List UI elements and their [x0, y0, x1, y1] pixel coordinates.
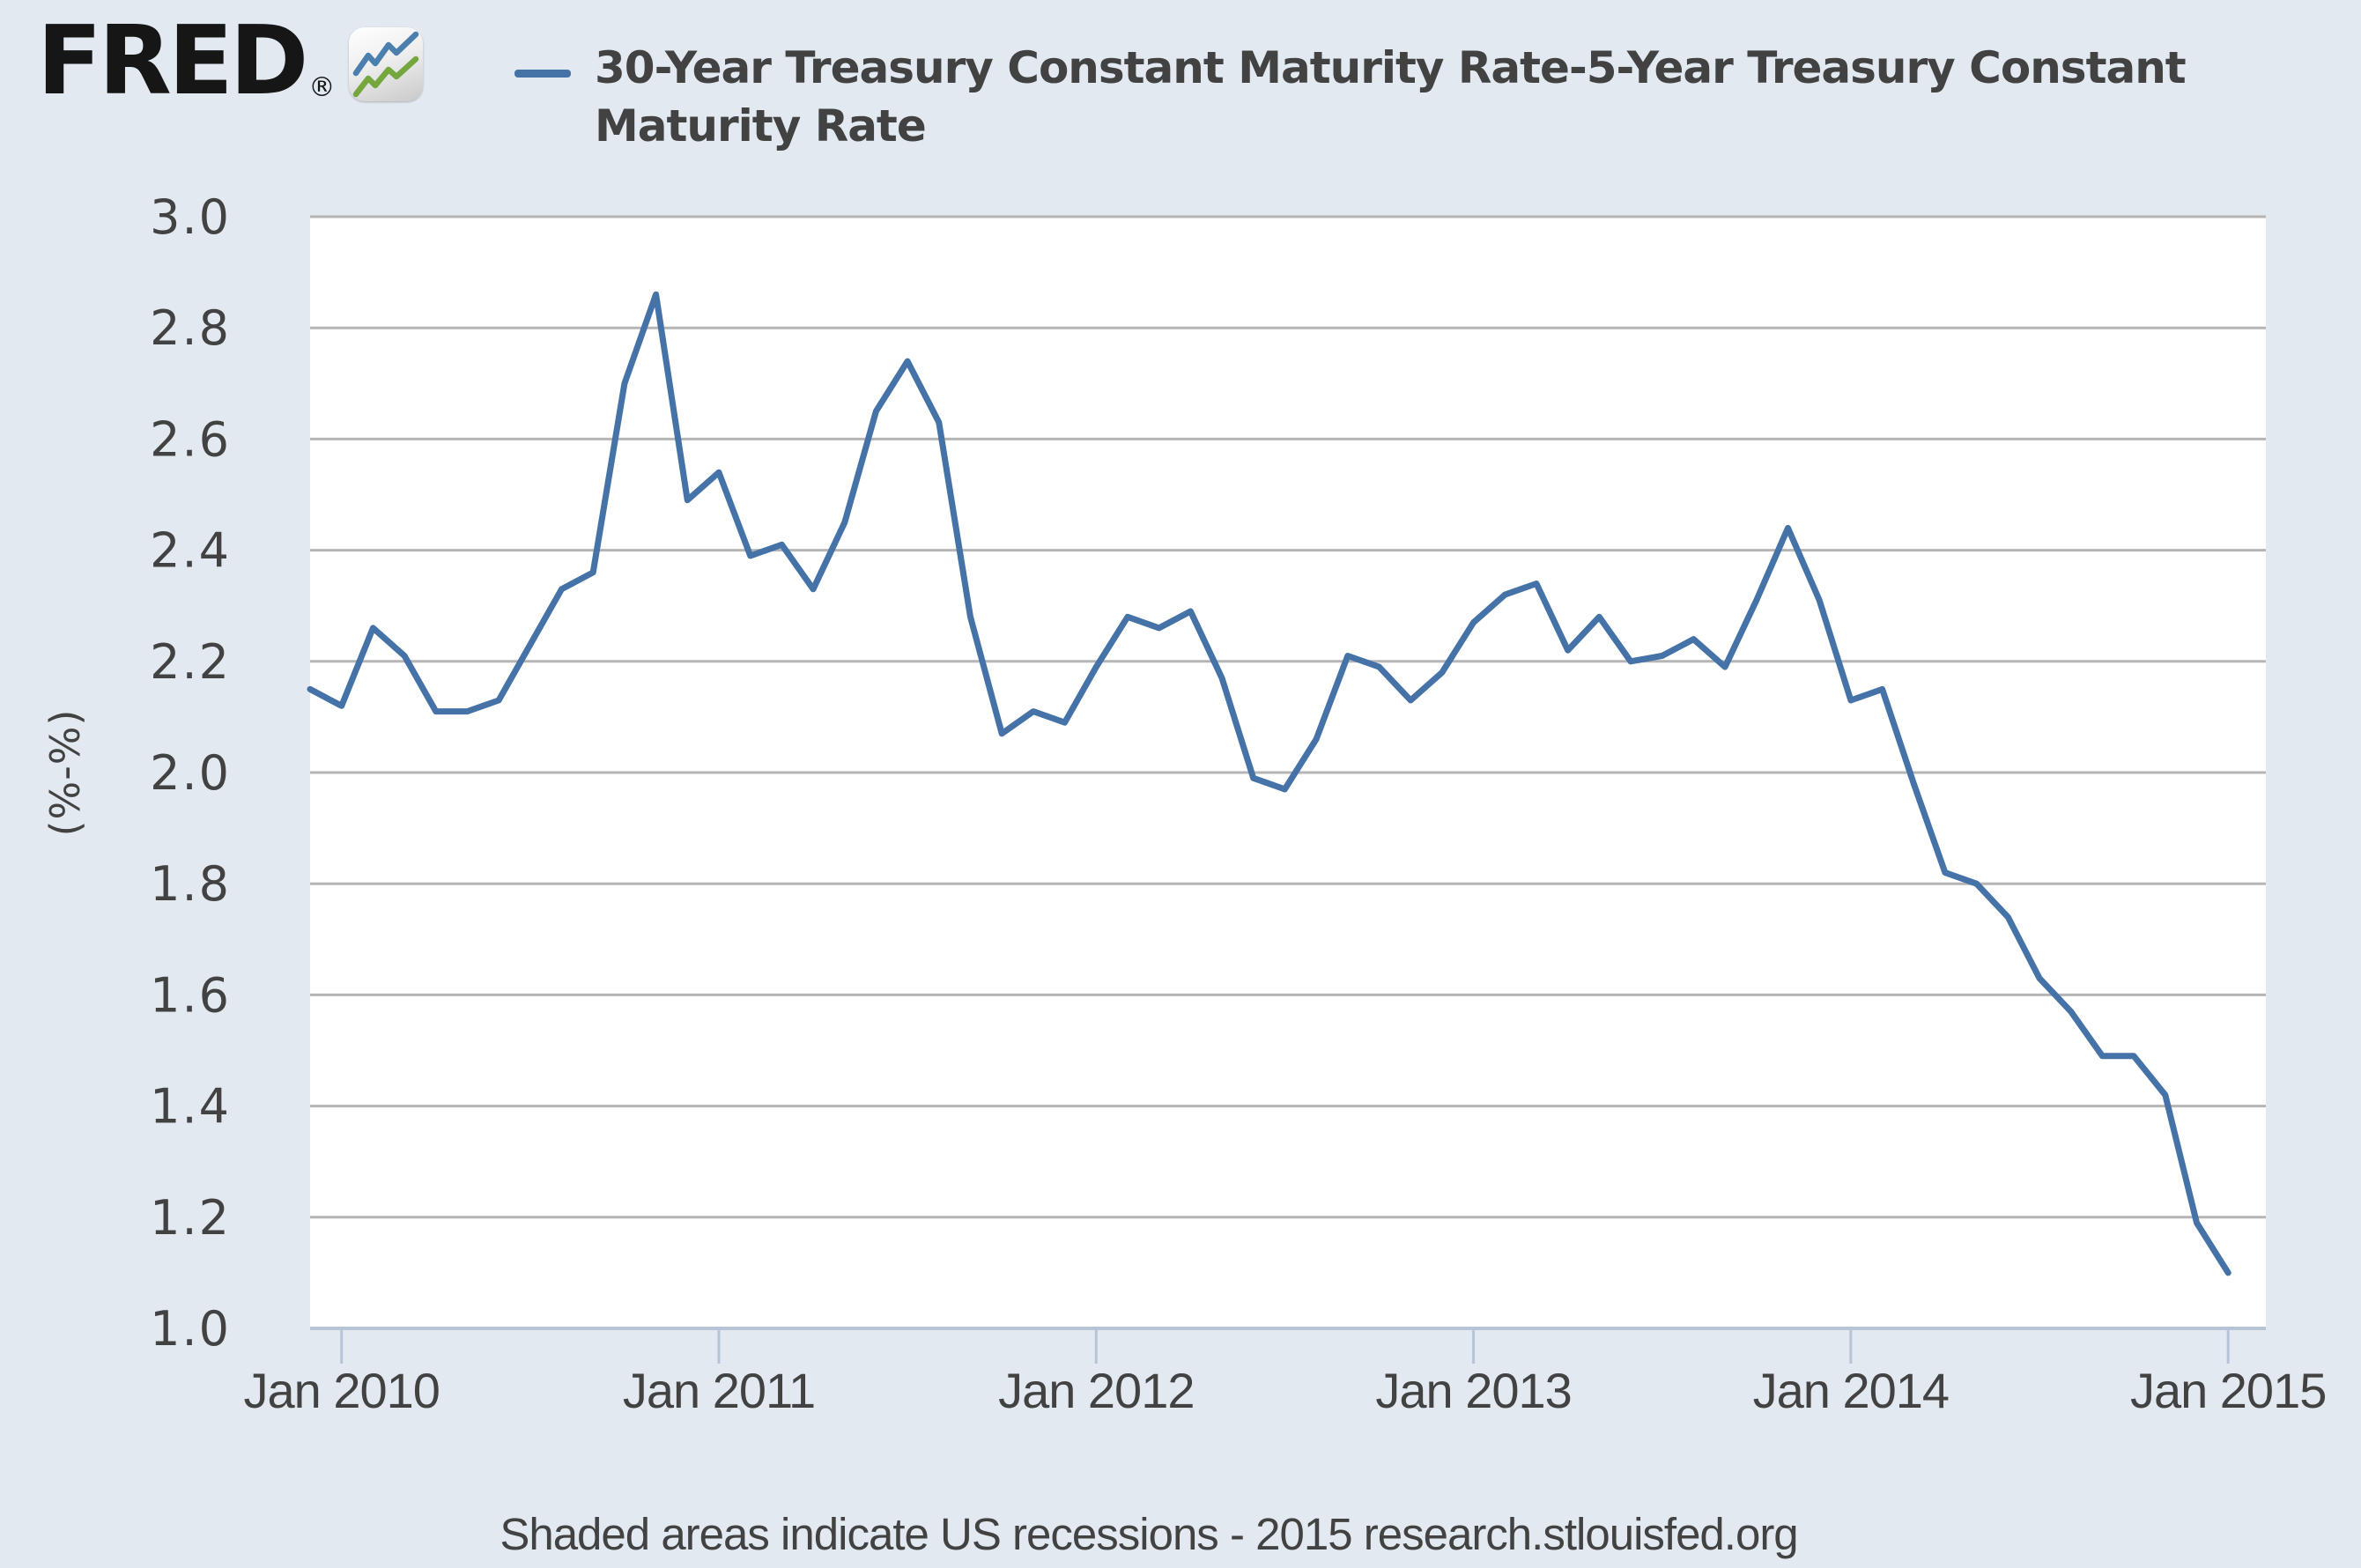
icon-green-line [353, 55, 419, 97]
fred-logo-text: FRED [37, 6, 308, 116]
y-tick-label: 1.8 [150, 856, 231, 912]
x-tick-label: Jan 2013 [1375, 1363, 1571, 1418]
y-tick-label: 1.6 [150, 967, 231, 1023]
x-tick-label: Jan 2011 [623, 1363, 815, 1418]
footnote: Shaded areas indicate US recessions - 20… [500, 1509, 1798, 1559]
registered-trademark: ® [308, 71, 336, 103]
icon-blue-line [353, 31, 419, 76]
y-tick-label: 1.0 [150, 1301, 231, 1357]
legend-label-line-2: Maturity Rate [595, 100, 927, 152]
x-tick-label: Jan 2015 [2130, 1363, 2326, 1418]
chart-legend: 30-Year Treasury Constant Maturity Rate-… [514, 39, 2187, 155]
fred-logo: FRED ® [37, 6, 424, 116]
y-tick-label: 2.2 [150, 634, 231, 690]
y-tick-label: 2.8 [150, 300, 231, 356]
y-tick-label: 1.2 [150, 1190, 231, 1246]
x-tick-label: Jan 2010 [243, 1363, 439, 1418]
y-tick-label: 1.4 [150, 1079, 231, 1135]
fred-sparkline-icon [349, 26, 424, 101]
y-tick-label: 2.0 [150, 745, 231, 801]
fred-sparkline-icon-svg [353, 31, 419, 97]
legend-label-line-1: 30-Year Treasury Constant Maturity Rate-… [595, 42, 2187, 93]
y-tick-label: 3.0 [150, 189, 231, 245]
y-tick-label: 2.4 [150, 523, 231, 579]
y-tick-label: 2.6 [150, 411, 231, 467]
x-tick-label: Jan 2012 [998, 1363, 1194, 1418]
legend-line-swatch [514, 70, 571, 78]
legend-series-label: 30-Year Treasury Constant Maturity Rate-… [595, 39, 2187, 155]
x-tick-label: Jan 2014 [1753, 1363, 1949, 1418]
series-line [307, 291, 2231, 1276]
